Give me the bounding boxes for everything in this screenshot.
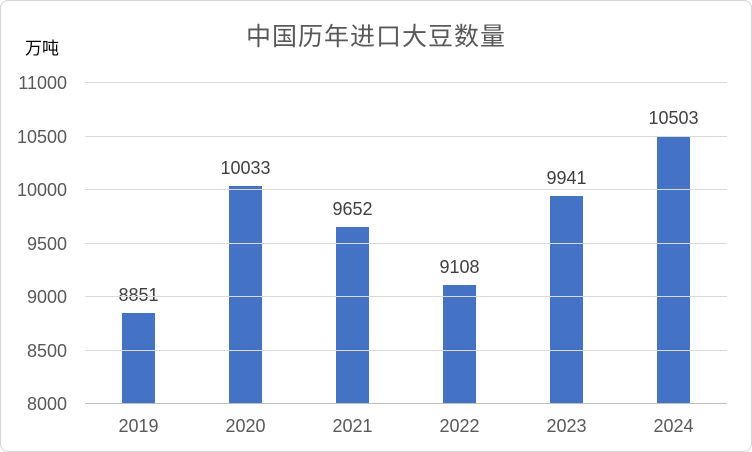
x-tick-label: 2021 [332,416,373,436]
bar [657,136,690,404]
gridline [85,349,727,351]
bar-value-label: 8851 [118,284,159,305]
bar-value-label: 9652 [332,199,373,220]
x-axis-line [85,403,727,404]
x-tick-label: 2024 [653,416,694,436]
bar-value-label: 10033 [220,158,271,179]
y-axis-unit-label: 万吨 [25,39,59,58]
bar [550,196,583,404]
bar-column: 8851 [85,83,192,404]
x-axis: 2019 2020 2021 2022 2023 2024 [85,404,727,444]
bar-column: 10033 [192,83,299,404]
x-tick-label: 2020 [225,416,266,436]
y-tick-label: 9000 [26,287,67,307]
gridline [85,189,727,190]
bar-column: 9941 [513,83,620,404]
y-tick-label: 9500 [26,233,67,254]
bar-value-label: 10503 [648,108,699,129]
gridline [85,242,727,244]
y-tick-label: 11000 [18,73,67,93]
bar [336,227,369,404]
gridline [85,135,727,137]
x-tick-label: 2022 [439,416,480,436]
bar [443,285,476,404]
gridline [85,82,727,83]
bar-column: 9108 [406,83,513,404]
x-tick-label: 2019 [118,416,159,436]
x-tick-label: 2023 [546,416,587,436]
bar [229,186,262,404]
bar-column: 9652 [299,83,406,404]
bar-series: 8851 10033 9652 9108 9941 10503 [85,83,727,404]
gridline [85,296,727,297]
bar-column: 10503 [620,83,727,404]
y-tick-label: 8000 [26,394,67,414]
y-axis: 8000 8500 9000 9500 10000 10500 11000 [1,74,67,413]
bar-value-label: 9108 [439,257,480,278]
plot-area: 8851 10033 9652 9108 9941 10503 [85,82,727,404]
y-tick-label: 10000 [16,180,67,200]
bar-value-label: 9941 [546,168,587,189]
bar [122,312,155,404]
chart-title: 中国历年进口大豆数量 [245,23,506,51]
y-tick-label: 8500 [26,340,67,361]
y-tick-label: 10500 [16,126,67,147]
